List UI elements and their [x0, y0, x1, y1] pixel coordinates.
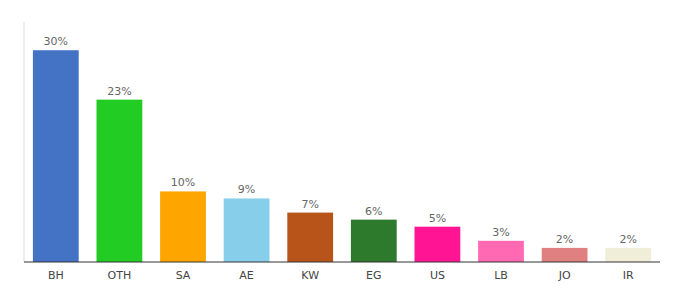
- x-tick-label: JO: [558, 269, 571, 282]
- bar: [97, 100, 143, 262]
- x-tick-label: BH: [48, 269, 64, 282]
- bar: [415, 227, 461, 262]
- bar: [224, 198, 270, 262]
- bar: [33, 50, 79, 262]
- data-label: 30%: [44, 35, 68, 48]
- x-tick-label: IR: [623, 269, 634, 282]
- x-axis-line: [24, 262, 660, 263]
- x-tick-label: LB: [494, 269, 508, 282]
- data-label: 23%: [107, 85, 131, 98]
- x-tick-label: SA: [176, 269, 191, 282]
- x-tick-label: AE: [239, 269, 254, 282]
- x-tick-label: KW: [301, 269, 319, 282]
- data-label: 2%: [556, 233, 573, 246]
- chart-container: 30% 23% 10% 9% 7% 6% 5% 3% 2% 2% BH OTH SA AE KW EG US LB…: [0, 0, 680, 300]
- data-labels: 30% 23% 10% 9% 7% 6% 5% 3% 2% 2%: [44, 35, 637, 246]
- data-label: 9%: [238, 183, 255, 196]
- bars: [33, 50, 651, 262]
- data-label: 6%: [365, 205, 382, 218]
- chart: 30% 23% 10% 9% 7% 6% 5% 3% 2% 2% BH OTH SA AE KW EG US LB…: [0, 0, 680, 300]
- bar: [605, 248, 651, 262]
- data-label: 3%: [492, 226, 509, 239]
- x-tick-label: US: [430, 269, 445, 282]
- data-label: 10%: [171, 176, 195, 189]
- y-axis-line: [24, 22, 25, 262]
- x-tick-labels: BH OTH SA AE KW EG US LB JO IR: [48, 269, 634, 282]
- bar: [287, 213, 333, 262]
- bar: [160, 191, 206, 262]
- x-tick-label: OTH: [108, 269, 132, 282]
- bar: [542, 248, 588, 262]
- x-tick-label: EG: [366, 269, 381, 282]
- data-label: 2%: [619, 233, 636, 246]
- bar: [351, 220, 397, 262]
- bar: [478, 241, 524, 262]
- data-label: 7%: [301, 198, 318, 211]
- data-label: 5%: [429, 212, 446, 225]
